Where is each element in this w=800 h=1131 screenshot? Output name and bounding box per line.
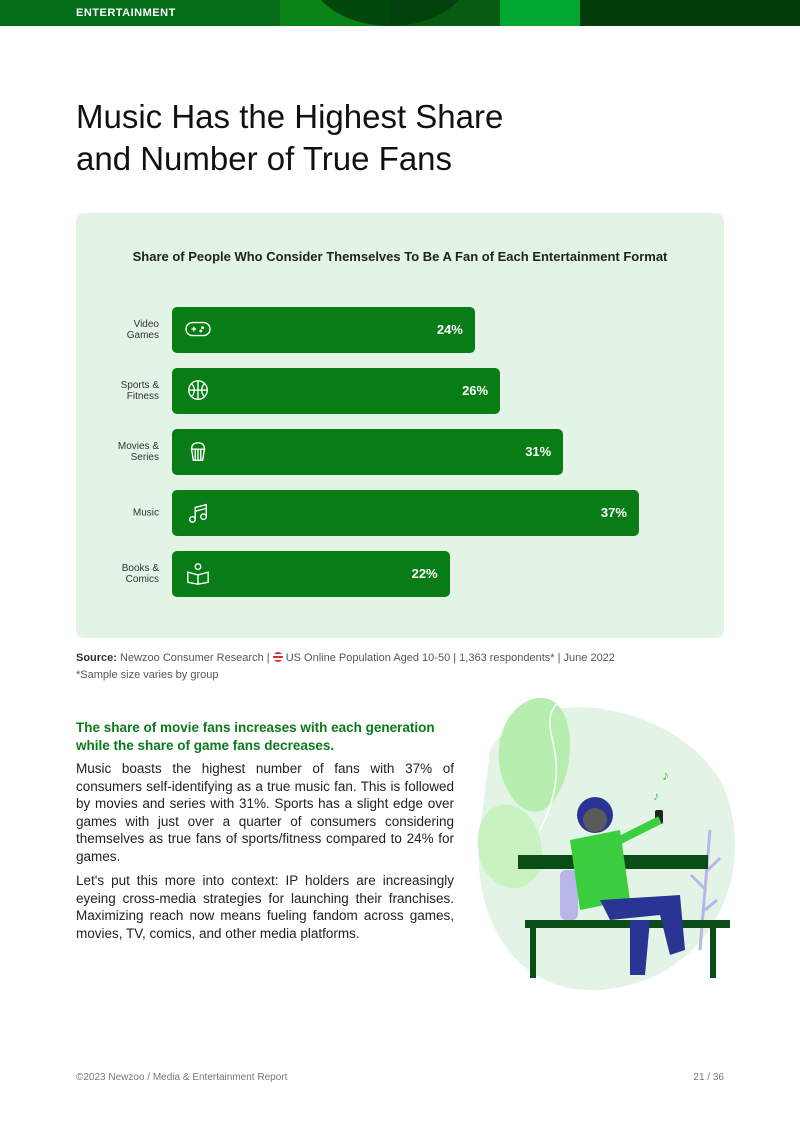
svg-text:♪: ♪: [653, 789, 659, 803]
bar-row: Music 37%: [76, 490, 724, 536]
top-banner: ENTERTAINMENT: [0, 0, 800, 26]
bar: 24%: [172, 307, 475, 353]
svg-text:♪: ♪: [662, 767, 669, 783]
sample-note: *Sample size varies by group: [76, 669, 219, 681]
body-paragraph-1: Music boasts the highest number of fans …: [76, 761, 454, 864]
bar-row: Movies & Series 31%: [76, 429, 724, 475]
reading-book-icon: [187, 563, 209, 585]
category-label: Movies & Series: [117, 441, 159, 463]
page-title: Music Has the Highest Share and Number of…: [76, 98, 504, 177]
popcorn-icon: [190, 442, 206, 461]
bar: 26%: [172, 368, 501, 414]
music-fan-illustration: ♪♪: [477, 697, 735, 991]
bar: 22%: [172, 551, 450, 597]
bar: 37%: [172, 490, 639, 536]
music-note-icon: [189, 503, 207, 523]
footer-page-number: 21 / 36: [693, 1072, 724, 1083]
category-label: Video Games: [126, 319, 159, 341]
data-label: 22%: [411, 566, 438, 581]
category-label: Books & Comics: [121, 563, 159, 585]
chart-card: Share of People Who Consider Themselves …: [76, 213, 724, 638]
bar: 31%: [172, 429, 564, 475]
bar-row: Video Games 24%: [76, 307, 724, 353]
source-line: Source: Newzoo Consumer Research | US On…: [76, 652, 615, 664]
gamepad-icon: [185, 321, 211, 337]
data-label: 24%: [436, 322, 463, 337]
category-label: Music: [132, 507, 159, 519]
us-flag-icon: [272, 652, 283, 662]
section-label: ENTERTAINMENT: [76, 7, 176, 19]
lead-heading: The share of movie fans increases with e…: [76, 720, 435, 753]
data-label: 31%: [525, 444, 552, 459]
data-label: 26%: [462, 383, 489, 398]
data-label: 37%: [600, 505, 627, 520]
bar-row: Sports & Fitness 26%: [76, 368, 724, 414]
body-paragraph-2: Let's put this more into context: IP hol…: [76, 873, 454, 941]
category-label: Sports & Fitness: [120, 380, 159, 402]
basketball-icon: [188, 380, 208, 400]
chart-title: Share of People Who Consider Themselves …: [132, 249, 668, 264]
footer-copyright: ©2023 Newzoo / Media & Entertainment Rep…: [76, 1072, 288, 1083]
bar-row: Books & Comics 22%: [76, 551, 724, 597]
